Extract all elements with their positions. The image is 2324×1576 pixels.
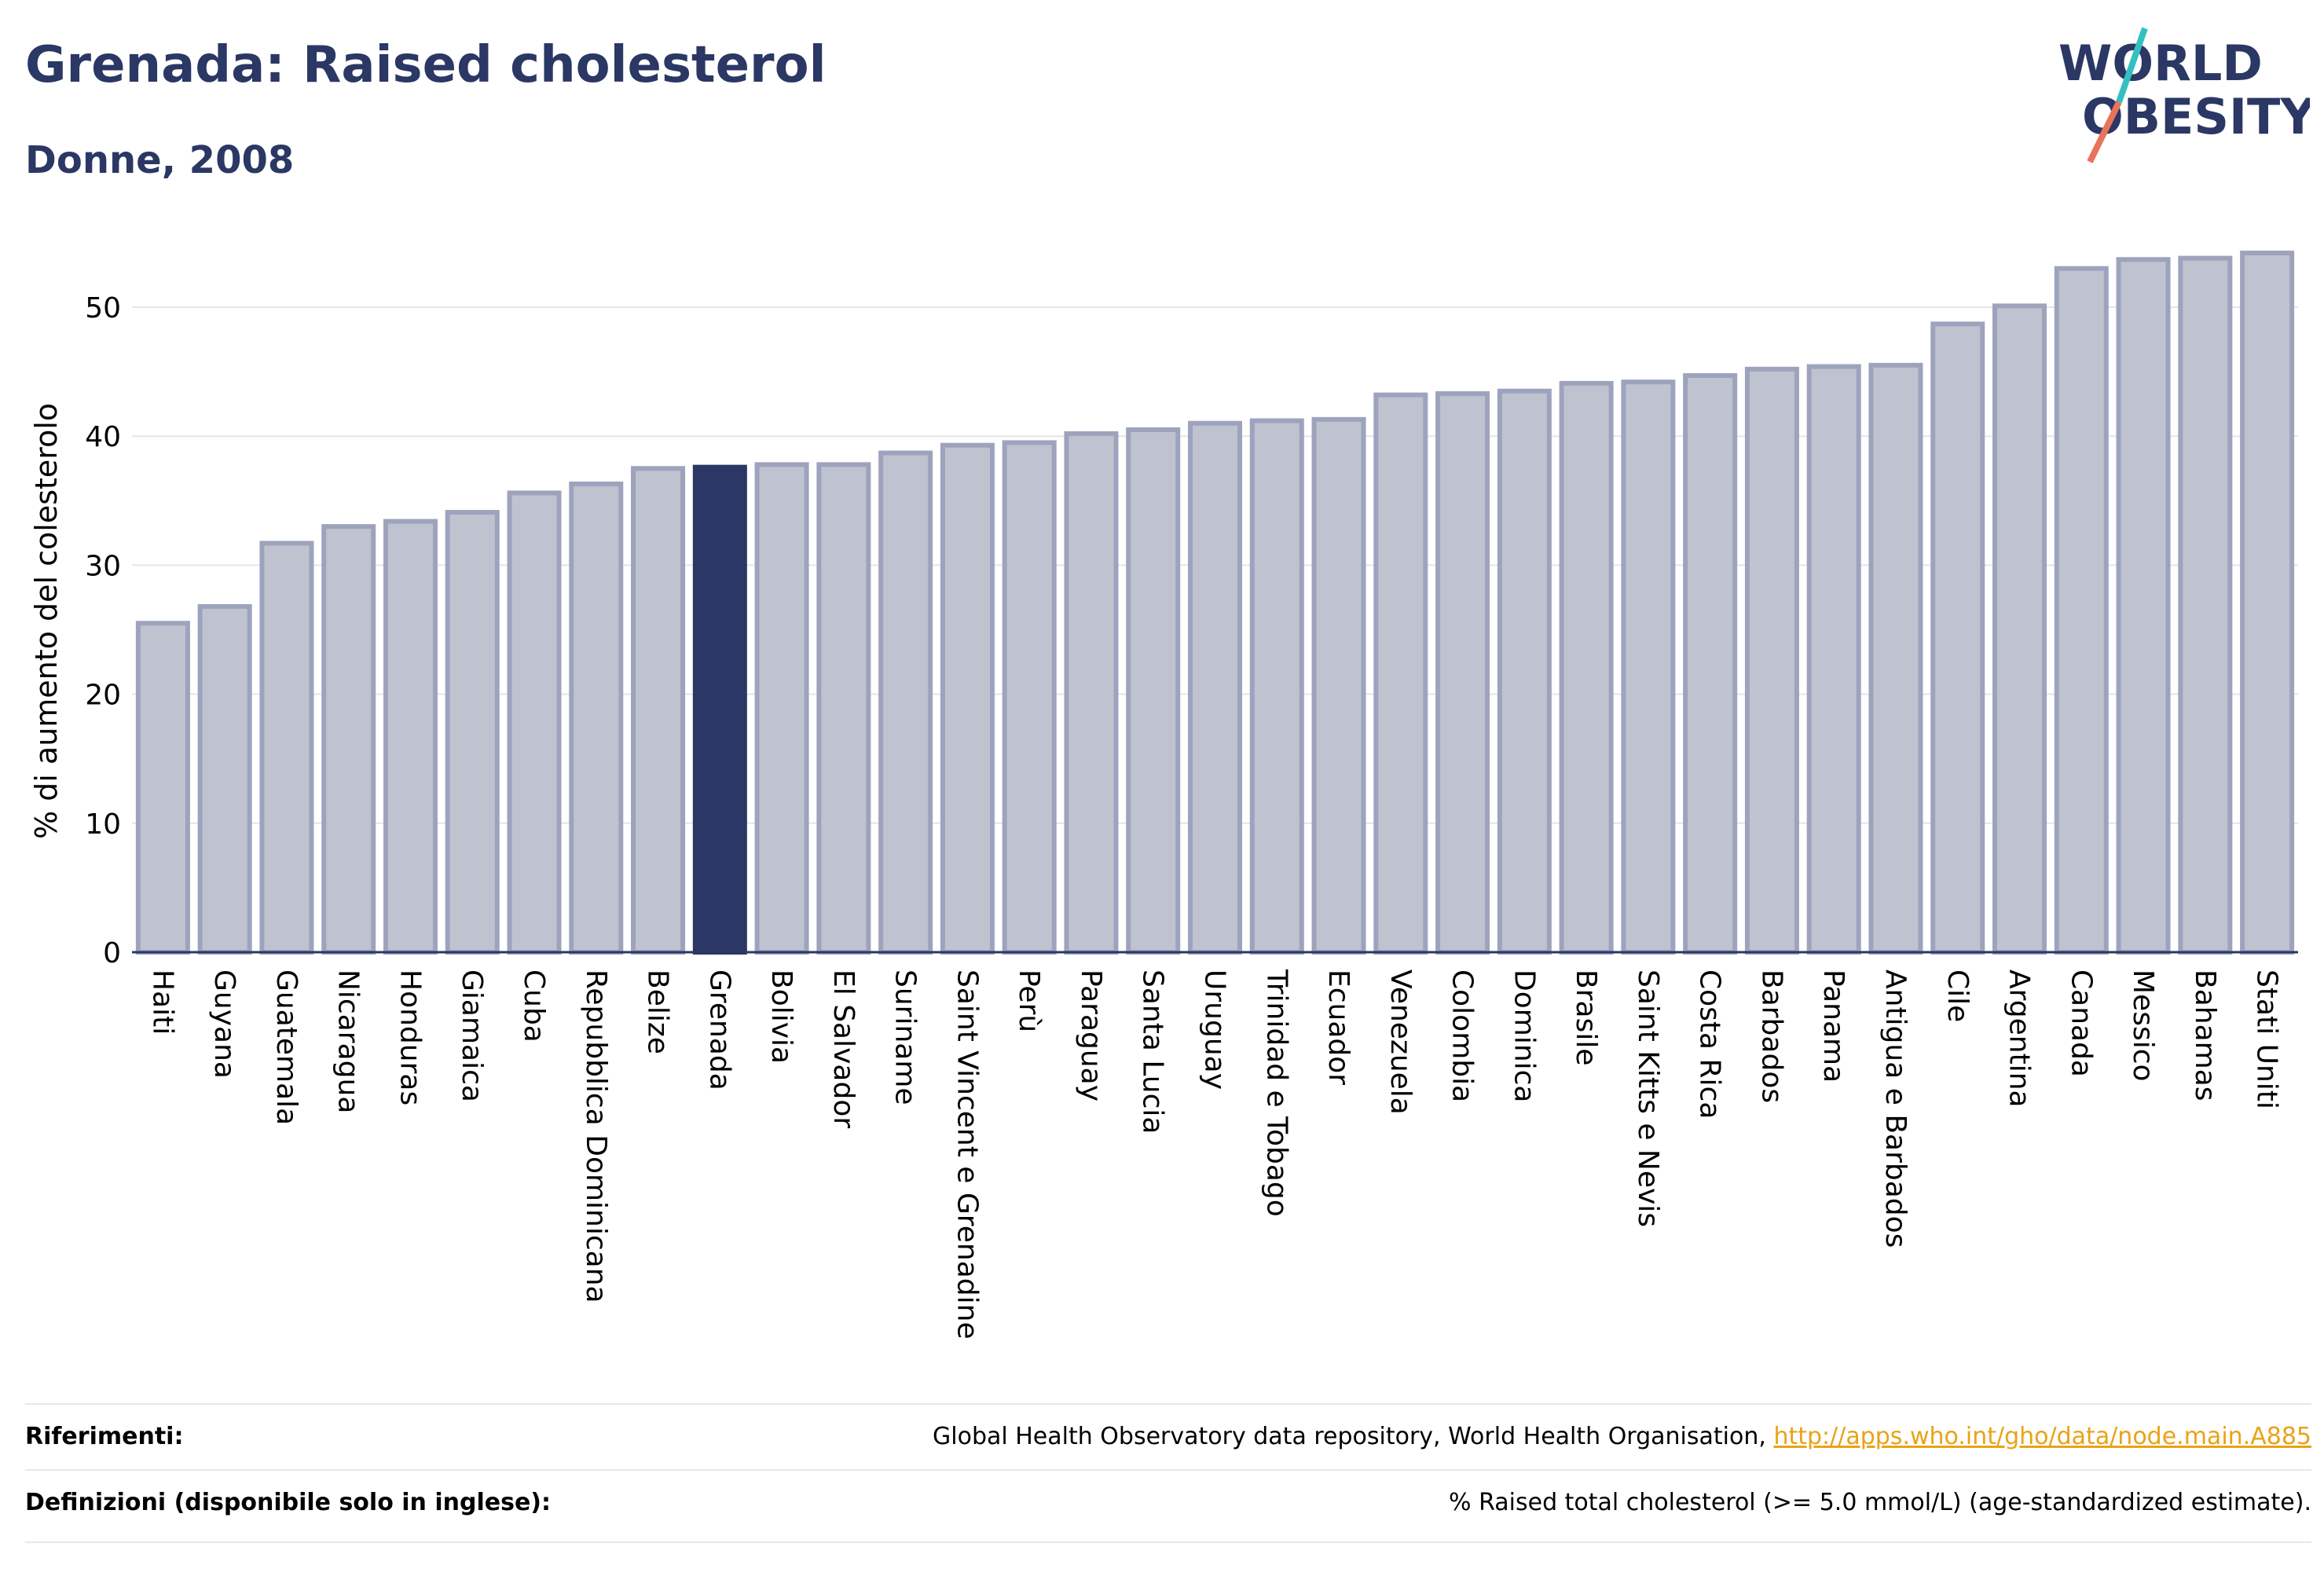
bar [383,519,438,955]
bar [1992,303,2047,955]
bar [1373,392,1428,955]
x-tick-label: Haiti [146,969,178,1035]
bar [135,621,190,955]
x-tick-label: Saint Vincent e Grenadine [951,969,983,1340]
x-tick-label: Belize [642,969,674,1054]
bar [445,510,500,955]
bar [940,442,995,955]
x-tick-label: El Salvador [827,969,860,1128]
bar-highlight [692,464,747,955]
logo-line1: WORLD [2058,35,2263,92]
bar-chart: 0 10 20 30 40 50 Haiti Guyana Guatemala Nicaragu… [29,251,2298,1340]
bar [816,462,871,955]
bar [321,524,376,955]
y-tick-label: 50 [85,292,121,324]
references-value: Global Health Observatory data repositor… [933,1423,2311,1450]
x-tick-label: Perù [1013,969,1045,1032]
x-tick-label: Messico [2127,969,2159,1082]
bar [569,481,624,955]
x-tick-label: Panama [1817,969,1849,1083]
bar [1744,366,1799,955]
y-axis-label: % di aumento del colesterolo [29,403,64,839]
x-tick-label: Barbados [1755,969,1787,1103]
bar [1868,362,1923,955]
x-tick-label: Nicaragua [332,969,365,1113]
x-tick-label: Repubblica Dominicana [580,969,612,1303]
logo-slash-coral [2087,101,2122,163]
bar [1311,416,1366,955]
bar [631,466,686,955]
bar [754,462,809,955]
x-tick-label: Canada [2065,969,2097,1077]
x-tick-label: Cuba [518,969,550,1043]
bar [259,541,314,955]
x-tick-label: Cile [1941,969,1974,1022]
page-title: Grenada: Raised cholesterol [25,36,827,94]
x-tick-label: Stati Uniti [2251,969,2283,1109]
x-tick-label: Suriname [889,969,922,1105]
x-tick-label: Giamaica [456,969,488,1102]
bar [1806,364,1861,955]
bar [2116,257,2171,955]
footer-divider [25,1541,2311,1543]
definitions-row: Definizioni (disponibile solo in inglese… [25,1469,2311,1534]
bar [197,603,252,955]
x-tick-label: Guyana [208,969,240,1079]
bar [1930,321,1985,955]
bar [1187,420,1243,955]
x-tick-label: Santa Lucia [1137,969,1169,1134]
x-tick-label: Bahamas [2189,969,2221,1101]
bar [2054,266,2109,955]
x-tick-label: Dominica [1508,969,1540,1103]
definitions-text: % Raised total cholesterol (>= 5.0 mmol/… [1449,1488,2311,1516]
y-tick-label: 30 [85,550,121,582]
bar [1249,418,1304,955]
x-tick-label: Trinidad e Tobago [1260,969,1292,1217]
x-tick-label: Colombia [1446,969,1479,1102]
bar [1559,380,1614,955]
x-tick-label: Argentina [2003,969,2036,1108]
bar [1621,379,1676,955]
x-tick-label: Paraguay [1075,969,1107,1101]
x-tick-label: Brasile [1570,969,1602,1065]
x-tick-label: Grenada [703,969,735,1090]
bar [1435,391,1490,955]
references-link[interactable]: http://apps.who.int/gho/data/node.main.A… [1773,1422,2311,1450]
bar [1002,440,1057,955]
references-row: Riferimenti: Global Health Observatory d… [25,1403,2311,1468]
logo-slash-teal [2116,27,2148,104]
y-tick-label: 40 [85,421,121,453]
y-tick-label: 20 [85,680,121,712]
x-tick-label: Antigua e Barbados [1879,969,1912,1248]
bar [1497,388,1552,955]
x-tick-label: Guatemala [270,969,302,1125]
x-tick-label: Ecuador [1322,969,1354,1085]
references-label: Riferimenti: [25,1422,184,1450]
bar [1064,431,1119,955]
x-tick-label: Costa Rica [1694,969,1726,1119]
x-axis-labels: Haiti Guyana Guatemala Nicaragua Honduras Gia… [146,969,2282,1340]
bar [507,490,562,955]
bars [135,251,2295,955]
x-tick-label: Uruguay [1199,969,1231,1090]
references-text: Global Health Observatory data repositor… [933,1422,1774,1450]
y-axis-ticks: 0 10 20 30 40 50 [85,292,121,969]
bar [2240,251,2295,955]
world-obesity-logo: WORLD OBESITY [2058,27,2310,163]
x-tick-label: Saint Kitts e Nevis [1632,969,1664,1227]
y-tick-label: 10 [85,808,121,841]
x-tick-label: Bolivia [765,969,797,1064]
x-tick-label: Honduras [394,969,426,1105]
x-tick-label: Venezuela [1384,969,1417,1115]
y-tick-label: 0 [103,937,121,969]
page-subtitle: Donne, 2008 [25,138,295,182]
bar [1683,373,1738,955]
bar [2178,255,2233,955]
bar [1126,427,1181,955]
bar [878,450,933,955]
definitions-label: Definizioni (disponibile solo in inglese… [25,1488,551,1516]
